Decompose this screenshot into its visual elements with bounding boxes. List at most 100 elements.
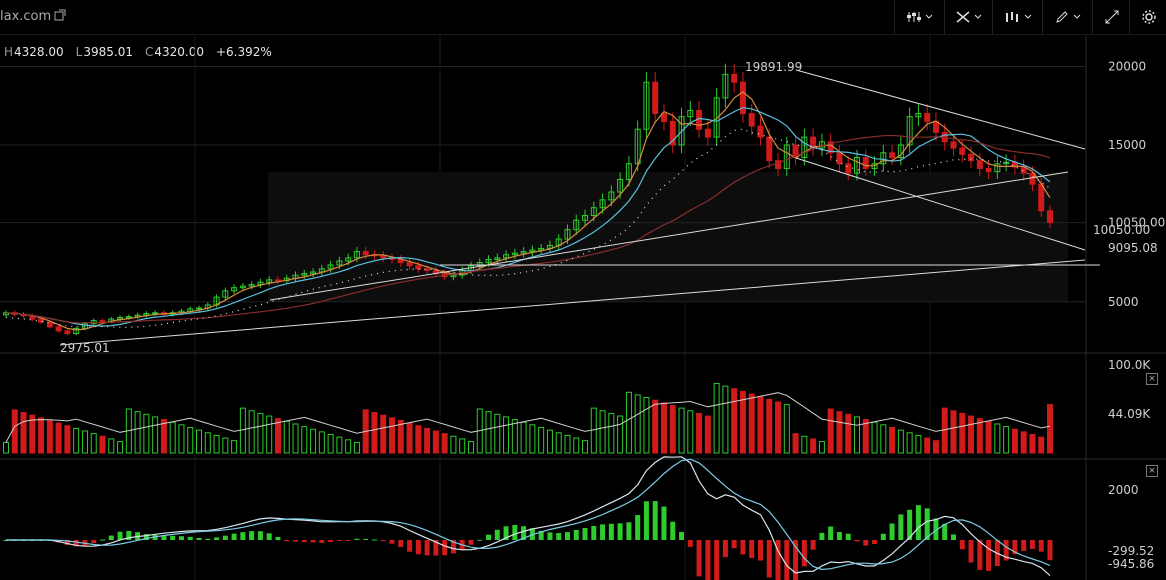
bar-style-icon bbox=[1006, 12, 1018, 22]
macd-tick-label: -945.86 bbox=[1108, 557, 1154, 571]
macd-histogram-bar bbox=[363, 538, 369, 540]
fullscreen-button[interactable] bbox=[1092, 0, 1130, 34]
volume-bar bbox=[529, 424, 536, 454]
volume-bar bbox=[853, 416, 860, 454]
volume-bar bbox=[959, 412, 966, 454]
volume-bar bbox=[327, 434, 334, 454]
candle-body bbox=[932, 120, 939, 133]
candle-body bbox=[582, 215, 589, 221]
chevron-down-icon bbox=[1024, 14, 1032, 19]
macd-histogram-bar bbox=[696, 540, 702, 577]
macd-histogram-bar bbox=[486, 534, 492, 540]
macd-histogram-bar bbox=[635, 515, 641, 540]
volume-bar bbox=[713, 382, 720, 454]
volume-bar bbox=[845, 413, 852, 454]
axis-labels: 20000 15000 10050.00 5000 19891.99 2975.01 100… bbox=[60, 60, 1165, 571]
macd-histogram-bar bbox=[380, 540, 386, 542]
macd-histogram-bar bbox=[977, 540, 983, 570]
external-link-icon[interactable] bbox=[54, 9, 66, 21]
volume-bar bbox=[652, 399, 659, 454]
volume-bar bbox=[46, 419, 53, 454]
candle-body bbox=[310, 271, 317, 275]
crosshair-icon bbox=[956, 11, 970, 23]
price-tick-label: 10050.00 bbox=[1108, 216, 1165, 230]
volume-bar bbox=[231, 440, 238, 454]
macd-histogram-bar bbox=[801, 540, 807, 567]
volume-bar bbox=[485, 411, 492, 454]
volume-bar bbox=[976, 418, 983, 454]
volume-bar bbox=[397, 419, 404, 454]
close-macd-pane-icon[interactable]: × bbox=[1146, 465, 1158, 477]
low-annotation: 2975.01 bbox=[60, 341, 110, 355]
volume-bar bbox=[99, 435, 106, 454]
candle-body bbox=[415, 265, 422, 270]
candle-body bbox=[152, 312, 159, 315]
volume-bar bbox=[783, 404, 790, 454]
close-volume-pane-icon[interactable]: × bbox=[1146, 373, 1158, 385]
candle-body bbox=[968, 153, 975, 162]
candle-body bbox=[660, 113, 667, 122]
volume-bar bbox=[757, 396, 764, 454]
macd-histogram-bar bbox=[828, 526, 834, 540]
marker-bg bbox=[1092, 239, 1162, 255]
candle-body bbox=[862, 156, 869, 169]
macd-histogram-bar bbox=[1003, 540, 1009, 561]
volume-bar bbox=[503, 416, 510, 454]
change-percent: +6.392% bbox=[215, 45, 272, 59]
candle-body bbox=[222, 290, 229, 298]
draw-button[interactable] bbox=[1042, 0, 1093, 34]
candle-body bbox=[55, 326, 62, 332]
price-tick-label: 20000 bbox=[1108, 60, 1146, 74]
macd-histogram-bar bbox=[284, 540, 290, 541]
candle-body bbox=[713, 97, 720, 138]
macd-histogram-bar bbox=[319, 540, 325, 543]
volume-bar bbox=[301, 426, 308, 454]
volume-bar bbox=[380, 414, 387, 454]
price-tick-label: 15000 bbox=[1108, 138, 1146, 152]
high-value: 4328.00 bbox=[14, 45, 64, 59]
macd-histogram-bar bbox=[766, 540, 772, 578]
candle-body bbox=[687, 109, 694, 118]
macd-histogram-bar bbox=[266, 533, 272, 540]
macd-histogram-bar bbox=[275, 537, 281, 540]
settings-button[interactable] bbox=[1129, 0, 1166, 34]
crosshair-button[interactable] bbox=[944, 0, 993, 34]
settings-icon bbox=[1141, 10, 1156, 24]
volume-bar bbox=[792, 433, 799, 454]
macd-histogram-bar bbox=[924, 508, 930, 540]
volume-bar bbox=[1047, 404, 1053, 454]
macd-histogram-bar bbox=[915, 505, 921, 540]
candle-body bbox=[757, 125, 764, 138]
trendline bbox=[795, 69, 1086, 150]
macd-histogram-bar bbox=[100, 539, 106, 541]
macd-histogram-bar bbox=[345, 540, 351, 541]
candle-body bbox=[274, 279, 281, 282]
bar-style-button[interactable] bbox=[992, 0, 1043, 34]
candle-body bbox=[3, 312, 9, 316]
macd-histogram-bar bbox=[942, 523, 948, 540]
volume-bar bbox=[257, 412, 264, 454]
candle-body bbox=[81, 323, 88, 329]
macd-histogram-bar bbox=[512, 524, 518, 540]
volume-bar bbox=[994, 423, 1001, 454]
volume-bar bbox=[968, 415, 975, 454]
macd-histogram-bar bbox=[503, 526, 509, 540]
volume-bar bbox=[38, 417, 45, 454]
volume-bar bbox=[108, 438, 115, 454]
volume-bar bbox=[748, 393, 755, 454]
candlestick-chart[interactable]: 20000 15000 10050.00 5000 19891.99 2975.01 100… bbox=[0, 35, 1166, 580]
volume-bar bbox=[204, 432, 211, 454]
volume-bar bbox=[582, 440, 589, 454]
volume-bar bbox=[90, 433, 97, 454]
indicators-button[interactable] bbox=[894, 0, 945, 34]
volume-bar bbox=[389, 417, 396, 454]
candle-body bbox=[599, 199, 606, 209]
volume-bar bbox=[345, 439, 352, 454]
candle-body bbox=[64, 330, 71, 335]
volume-ma-line bbox=[5, 392, 1051, 443]
volume-bar bbox=[3, 441, 9, 454]
volume-bar bbox=[669, 404, 676, 454]
volume-bar bbox=[862, 419, 869, 454]
macd-histogram-bar bbox=[863, 540, 869, 546]
volume-bar bbox=[941, 407, 948, 454]
